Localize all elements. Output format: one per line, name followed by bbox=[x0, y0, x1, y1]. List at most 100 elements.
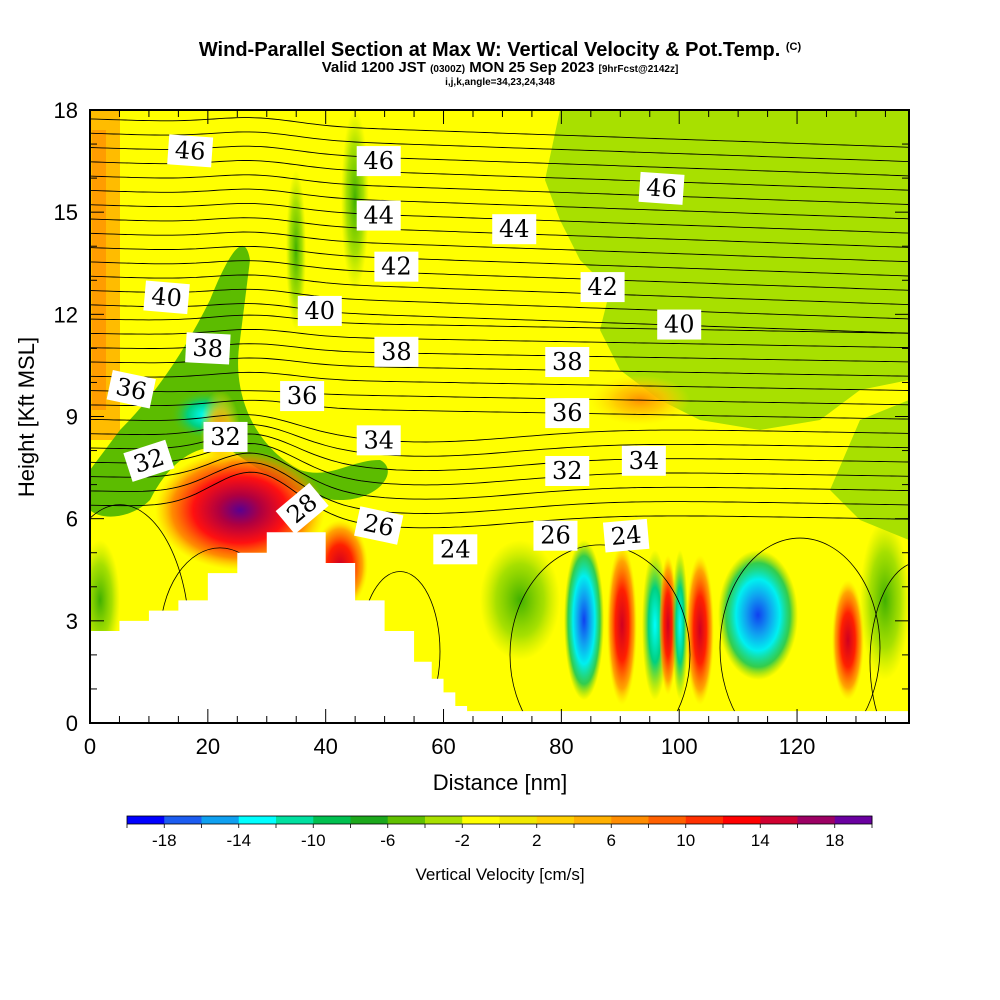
colorbar-swatch bbox=[834, 816, 873, 824]
colorbar-swatch bbox=[574, 816, 612, 824]
y-tick-label: 18 bbox=[54, 98, 78, 123]
contour-label-box bbox=[492, 214, 537, 245]
updraft-patch-left-low bbox=[90, 540, 120, 660]
contour-label-text: 26 bbox=[540, 522, 571, 550]
x-tick-label: 100 bbox=[661, 734, 698, 759]
colorbar-swatch bbox=[387, 816, 426, 824]
x-tick-label: 80 bbox=[549, 734, 573, 759]
theta-contour-label: 38 bbox=[185, 332, 231, 365]
colorbar-swatch bbox=[350, 816, 389, 824]
theta-contour-label: 32 bbox=[545, 455, 590, 486]
contour-label-box bbox=[275, 482, 329, 535]
colorbar: -18 -14 -10 -6 -2 2 6 10 14 18 bbox=[126, 815, 873, 850]
theta-contour-label: 40 bbox=[657, 309, 702, 340]
colorbar-swatch bbox=[685, 816, 724, 824]
contour-label-text: 42 bbox=[587, 273, 618, 301]
contour-label-text: 40 bbox=[305, 297, 336, 325]
theta-contour-label: 40 bbox=[297, 295, 342, 326]
updraft-column-1 bbox=[607, 545, 637, 705]
contour-label-box bbox=[356, 200, 401, 231]
y-tick-label: 15 bbox=[54, 200, 78, 225]
updraft-column-3 bbox=[686, 555, 714, 705]
terrain bbox=[90, 532, 909, 723]
theta-contour-loop bbox=[719, 537, 881, 723]
chart-title: Wind-Parallel Section at Max W: Vertical… bbox=[0, 36, 1000, 61]
contour-label-box bbox=[143, 280, 190, 315]
contour-label-box bbox=[374, 251, 419, 282]
colorbar-swatch bbox=[276, 816, 314, 824]
colorbar-swatch bbox=[425, 816, 463, 824]
y-tick-label: 6 bbox=[66, 507, 78, 532]
contour-label-box bbox=[354, 506, 404, 545]
x-axis: 0 20 40 60 80 100 120 bbox=[84, 110, 886, 759]
contour-label-box bbox=[203, 421, 248, 452]
contour-label-box bbox=[657, 309, 702, 340]
contour-label-box bbox=[621, 445, 666, 476]
colorbar-label: -10 bbox=[301, 831, 326, 850]
theta-contour-line bbox=[90, 131, 909, 163]
theta-contour-line bbox=[90, 414, 909, 443]
theta-contour-line bbox=[90, 314, 909, 334]
theta-contour-line bbox=[90, 245, 909, 277]
contour-label-text: 36 bbox=[287, 382, 318, 410]
contour-label-text: 40 bbox=[664, 311, 695, 339]
contour-label-box bbox=[545, 347, 590, 378]
colorbar-swatch bbox=[797, 816, 836, 824]
contour-label-box bbox=[167, 134, 214, 168]
theta-contour-line bbox=[90, 117, 909, 148]
colorbar-swatch bbox=[164, 816, 202, 824]
contour-label-text: 38 bbox=[552, 348, 583, 376]
valid-zulu: (0300Z) bbox=[430, 64, 466, 75]
contour-label-text: 46 bbox=[174, 136, 206, 166]
theta-contour-line bbox=[90, 160, 909, 191]
contour-label-box bbox=[297, 295, 342, 326]
colorbar-label: 18 bbox=[825, 831, 844, 850]
chart-title-block: Wind-Parallel Section at Max W: Vertical… bbox=[0, 36, 1000, 89]
x-tick-label: 20 bbox=[196, 734, 220, 759]
y-axis-title: Height [Kft MSL] bbox=[14, 337, 39, 497]
downdraft-column-3 bbox=[672, 550, 688, 700]
downdraft-tower bbox=[286, 170, 306, 330]
theta-contour-line bbox=[90, 288, 909, 320]
downdraft-column-1 bbox=[564, 540, 604, 700]
contour-label-box bbox=[433, 534, 478, 565]
theta-contour-line bbox=[90, 274, 909, 306]
contour-label-text: 42 bbox=[381, 253, 412, 281]
downdraft-column-5 bbox=[480, 540, 560, 660]
theta-contour-label: 38 bbox=[374, 336, 419, 367]
theta-contour-label: 46 bbox=[638, 171, 685, 205]
theta-contour-line bbox=[90, 231, 909, 263]
colorbar-label: 10 bbox=[676, 831, 695, 850]
contour-label-box bbox=[123, 439, 175, 482]
theta-contour-line bbox=[90, 390, 909, 406]
updraft-strip-left-inner bbox=[92, 130, 106, 410]
contour-label-text: 36 bbox=[552, 399, 583, 427]
theta-contour-line bbox=[90, 303, 909, 334]
colorbar-swatch bbox=[760, 816, 798, 824]
theta-contour-label: 38 bbox=[545, 347, 590, 378]
contour-label-text: 46 bbox=[363, 147, 394, 175]
colorbar-label: 2 bbox=[532, 831, 541, 850]
colorbar-swatch bbox=[238, 816, 277, 824]
colorbar-label: -2 bbox=[455, 831, 470, 850]
contour-label-text: 34 bbox=[363, 426, 394, 454]
theta-contour-line bbox=[90, 399, 909, 420]
index-info: i,j,k,angle=34,23,24,348 bbox=[445, 77, 555, 88]
valid-time: Valid 1200 JST bbox=[321, 59, 426, 76]
x-tick-label: 0 bbox=[84, 734, 96, 759]
contour-label-text: 38 bbox=[381, 338, 412, 366]
contour-label-box bbox=[580, 272, 625, 303]
theta-contour-loop bbox=[509, 544, 691, 723]
theta-contour-line bbox=[90, 188, 909, 220]
y-tick-label: 0 bbox=[66, 711, 78, 736]
contour-label-box bbox=[638, 171, 685, 205]
contour-label-text: 36 bbox=[113, 372, 149, 406]
chart-title-text: Wind-Parallel Section at Max W: Vertical… bbox=[198, 39, 781, 61]
updraft-column-4 bbox=[832, 580, 864, 700]
copyright-mark: (C) bbox=[785, 41, 802, 53]
theta-contour-label: 44 bbox=[492, 214, 537, 245]
chart-subtitle: Valid 1200 JST (0300Z) MON 25 Sep 2023 [… bbox=[0, 59, 1000, 77]
theta-contour-line bbox=[90, 452, 909, 500]
